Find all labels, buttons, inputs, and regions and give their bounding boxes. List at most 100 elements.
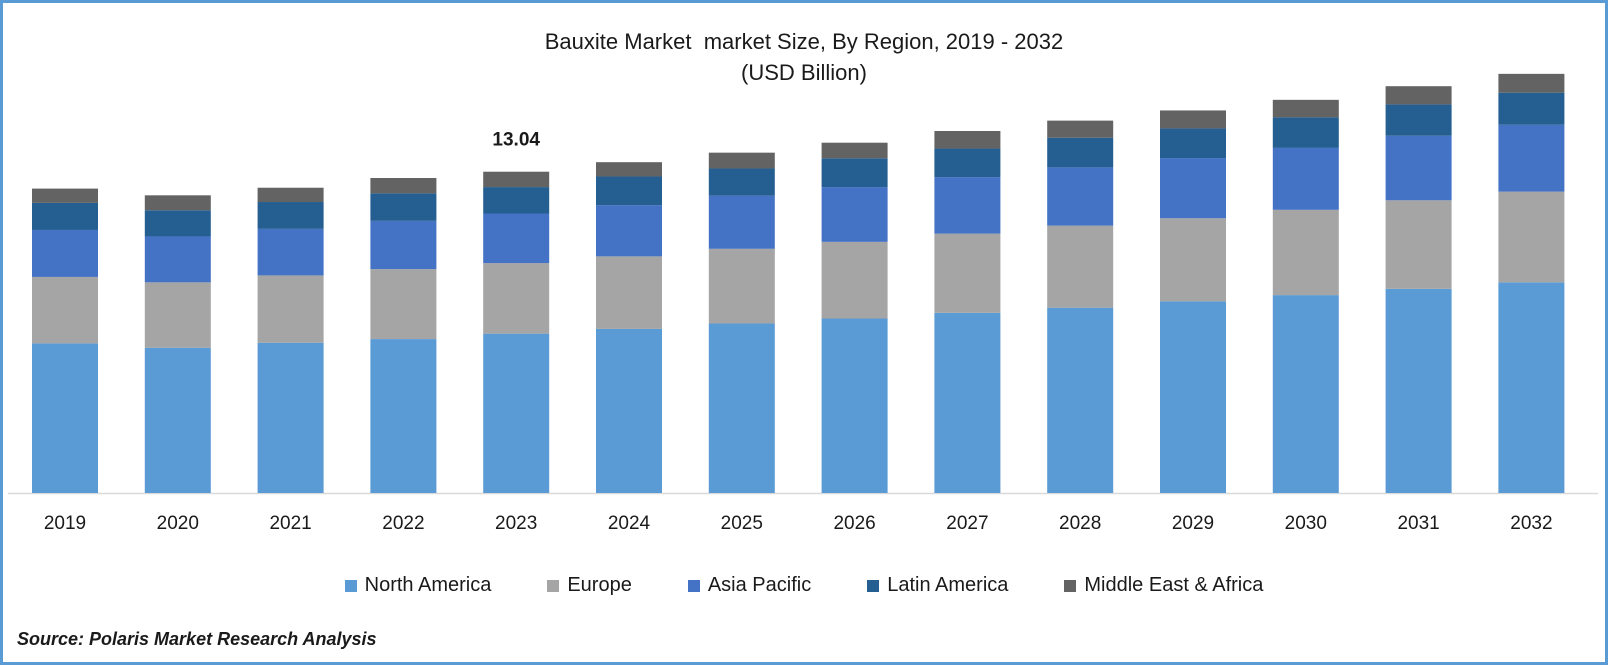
x-tick-label: 2026 (833, 513, 875, 534)
legend-swatch (547, 579, 560, 592)
bar-segment-north-america-2024 (596, 328, 662, 493)
x-tick-label: 2023 (495, 513, 537, 534)
bar-segment-north-america-2021 (257, 342, 324, 493)
bar-segment-europe-2021 (257, 275, 324, 343)
x-tick-label: 2028 (1059, 513, 1101, 534)
bar-segment-asia-pacific-2030 (1272, 147, 1339, 210)
bar-segment-latin-america-2031 (1385, 104, 1452, 136)
chart-legend: North America Europe Asia Pacific Latin Ame… (0, 574, 1608, 597)
bar-segment-asia-pacific-2023 (483, 213, 550, 264)
bar-segment-north-america-2020 (144, 347, 211, 493)
x-tick-label: 2030 (1285, 513, 1327, 534)
x-tick-label: 2031 (1397, 513, 1439, 534)
bar-segment-middle-east-africa-2030 (1272, 99, 1339, 118)
bar-segment-latin-america-2023 (483, 187, 550, 214)
bar-segment-middle-east-africa-2019 (32, 188, 98, 203)
bar-segment-europe-2022 (370, 269, 437, 340)
bar-segment-north-america-2026 (821, 318, 888, 493)
bar-segment-middle-east-africa-2028 (1047, 120, 1114, 138)
chart-subtitle: (USD Billion) (741, 60, 867, 85)
bar-segment-latin-america-2030 (1272, 117, 1339, 148)
bar-segment-north-america-2019 (32, 343, 98, 493)
legend-swatch (1064, 579, 1077, 592)
x-tick-label: 2019 (44, 513, 86, 534)
x-tick-label: 2024 (608, 513, 651, 534)
legend-swatch (867, 579, 880, 592)
bar-segment-latin-america-2019 (32, 202, 98, 230)
chart-title: Bauxite Market market Size, By Region, 2… (544, 29, 1064, 54)
bar-segment-asia-pacific-2027 (934, 177, 1001, 234)
bar-segment-middle-east-africa-2031 (1385, 86, 1452, 105)
bar-segment-north-america-2031 (1385, 288, 1452, 493)
bar-segment-europe-2031 (1385, 200, 1452, 289)
bar-segment-latin-america-2032 (1498, 92, 1565, 125)
bar-segment-europe-2032 (1498, 191, 1565, 283)
bar-segment-latin-america-2028 (1047, 137, 1114, 168)
bar-segment-north-america-2030 (1272, 295, 1339, 493)
legend-item: Middle East & Africa (1064, 574, 1263, 597)
bar-segment-middle-east-africa-2027 (934, 131, 1001, 149)
bar-segment-middle-east-africa-2032 (1498, 73, 1565, 93)
legend-label: North America (364, 574, 492, 596)
bar-segment-latin-america-2021 (257, 202, 324, 229)
chart-title-block: Bauxite Market market Size, By Region, 2… (0, 26, 1608, 88)
bar-segment-north-america-2023 (483, 333, 550, 493)
source-note: Source: Polaris Market Research Analysis (17, 629, 377, 649)
bar-segment-asia-pacific-2019 (32, 229, 98, 277)
bar-segment-europe-2019 (32, 276, 98, 344)
bar-segment-latin-america-2027 (934, 148, 1001, 178)
x-tick-label: 2032 (1510, 513, 1552, 534)
legend-label: Middle East & Africa (1084, 574, 1264, 596)
bar-segment-asia-pacific-2020 (144, 236, 211, 283)
legend-label: Asia Pacific (707, 574, 812, 596)
legend-swatch (344, 579, 357, 592)
bar-segment-latin-america-2022 (370, 193, 437, 221)
bar-segment-asia-pacific-2032 (1498, 124, 1565, 192)
bar-segment-europe-2027 (934, 233, 1001, 313)
bar-segment-middle-east-africa-2020 (144, 195, 211, 211)
x-tick-label: 2029 (1172, 513, 1214, 534)
bar-segment-middle-east-africa-2021 (257, 187, 324, 203)
bar-segment-latin-america-2024 (596, 176, 662, 206)
bar-segment-north-america-2032 (1498, 282, 1565, 493)
bar-segment-asia-pacific-2021 (257, 228, 324, 276)
legend-item: Latin America (867, 574, 1008, 597)
bar-segment-middle-east-africa-2022 (370, 177, 437, 194)
legend-label: Latin America (887, 574, 1009, 596)
bar-segment-asia-pacific-2026 (821, 187, 888, 242)
x-tick-label: 2025 (721, 513, 763, 534)
bar-segment-latin-america-2025 (708, 168, 775, 196)
bar-segment-north-america-2022 (370, 339, 437, 493)
bar-segment-asia-pacific-2031 (1385, 135, 1452, 201)
legend-item: North America (344, 574, 492, 597)
bar-segment-asia-pacific-2028 (1047, 167, 1114, 226)
bar-segment-europe-2025 (708, 248, 775, 324)
x-tick-label: 2022 (382, 513, 424, 534)
bar-segment-europe-2028 (1047, 225, 1114, 308)
legend-swatch (687, 579, 700, 592)
x-tick-label: 2020 (157, 513, 199, 534)
bar-segment-europe-2030 (1272, 209, 1339, 296)
bar-segment-middle-east-africa-2025 (708, 152, 775, 169)
bar-segment-europe-2023 (483, 263, 550, 334)
bar-segment-europe-2029 (1160, 218, 1226, 302)
bar-segment-north-america-2029 (1160, 301, 1226, 493)
legend-item: Asia Pacific (687, 574, 812, 597)
bar-segment-europe-2024 (596, 256, 662, 329)
legend-label: Europe (567, 574, 632, 596)
bar-segment-middle-east-africa-2024 (596, 162, 662, 177)
bar-segment-asia-pacific-2025 (708, 195, 775, 249)
bar-segment-asia-pacific-2022 (370, 220, 437, 270)
bar-segment-north-america-2027 (934, 312, 1001, 493)
x-tick-label: 2021 (269, 513, 311, 534)
bar-segment-latin-america-2026 (821, 158, 888, 188)
bar-segment-middle-east-africa-2029 (1160, 110, 1226, 129)
bar-segment-latin-america-2029 (1160, 128, 1226, 159)
bar-segment-asia-pacific-2029 (1160, 158, 1226, 219)
data-label: 13.04 (492, 130, 540, 151)
bar-segment-europe-2026 (821, 241, 888, 319)
bar-segment-middle-east-africa-2023 (483, 171, 550, 188)
bar-segment-middle-east-africa-2026 (821, 142, 888, 159)
x-tick-label: 2027 (946, 513, 988, 534)
